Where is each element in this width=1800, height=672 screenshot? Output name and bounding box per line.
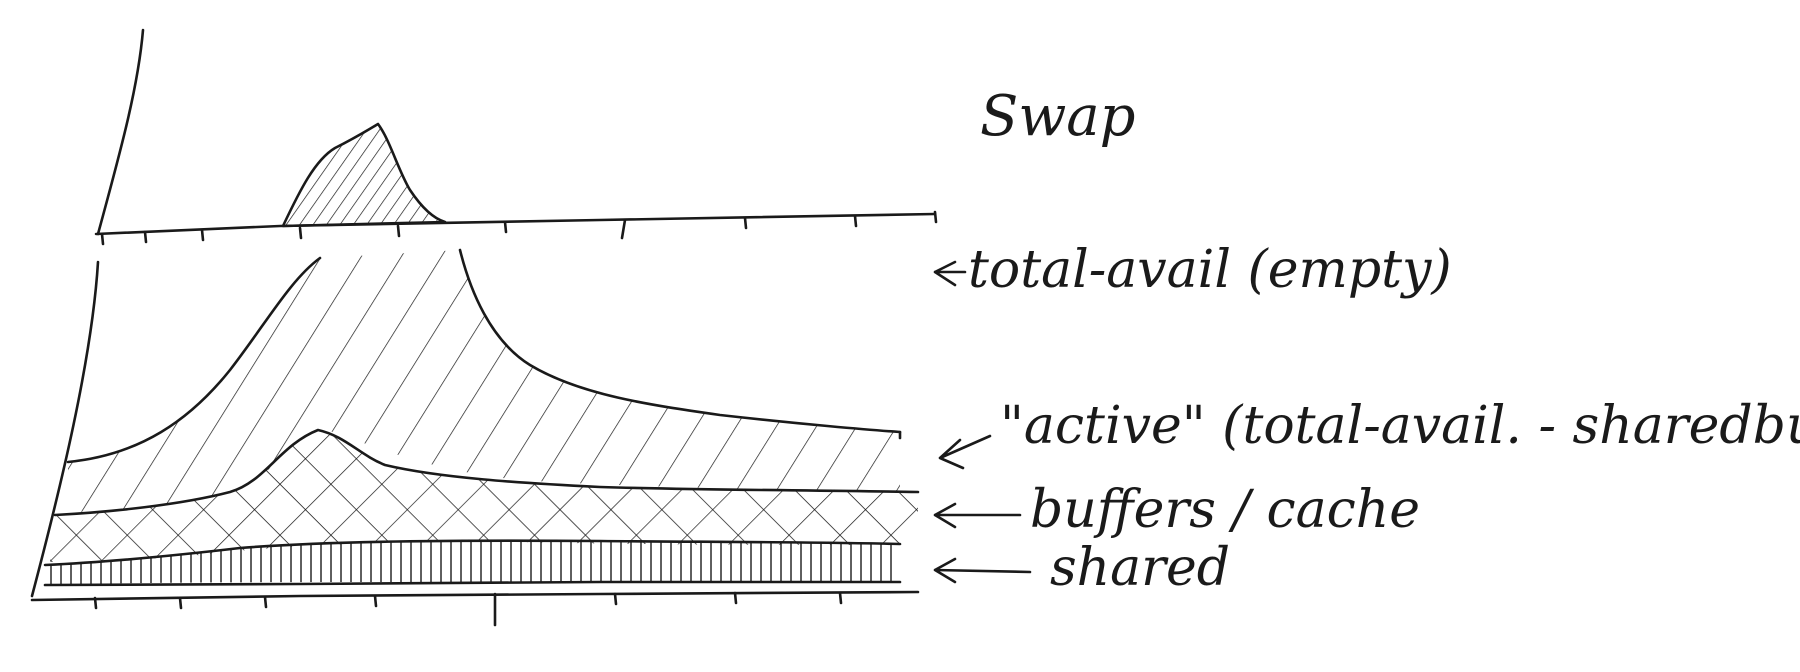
buffers-cache-area [50, 430, 918, 562]
swap-peak-area [281, 122, 447, 228]
memory-x-axis [30, 590, 920, 602]
shared-arrow [933, 557, 1032, 584]
shared-label: shared [1050, 538, 1230, 598]
buffers-cache-label: buffers / cache [1030, 480, 1420, 540]
shared-area [45, 540, 900, 585]
swap-y-axis [96, 28, 145, 236]
active-area [68, 250, 900, 512]
total-avail-arrow [933, 260, 967, 287]
buffers-cache-arrow [933, 502, 1022, 529]
swap-label: Swap [980, 84, 1136, 149]
swap-x-ticks [100, 210, 938, 246]
swap-x-axis [94, 212, 937, 236]
active-peak-line [458, 248, 902, 434]
memory-x-ticks [93, 591, 843, 627]
active-label: "active" (total-avail. - sharedbuff) [1000, 396, 1800, 456]
swap-graph [94, 28, 938, 246]
buffers-top-line [53, 428, 920, 517]
shared-bottom-line [43, 580, 902, 587]
active-arrow [938, 434, 992, 470]
memory-graph [30, 248, 920, 627]
shared-top-line [43, 539, 902, 567]
active-top-line [66, 256, 322, 464]
total-avail-label: total-avail (empty) [968, 240, 1452, 300]
memory-y-axis [30, 260, 100, 598]
